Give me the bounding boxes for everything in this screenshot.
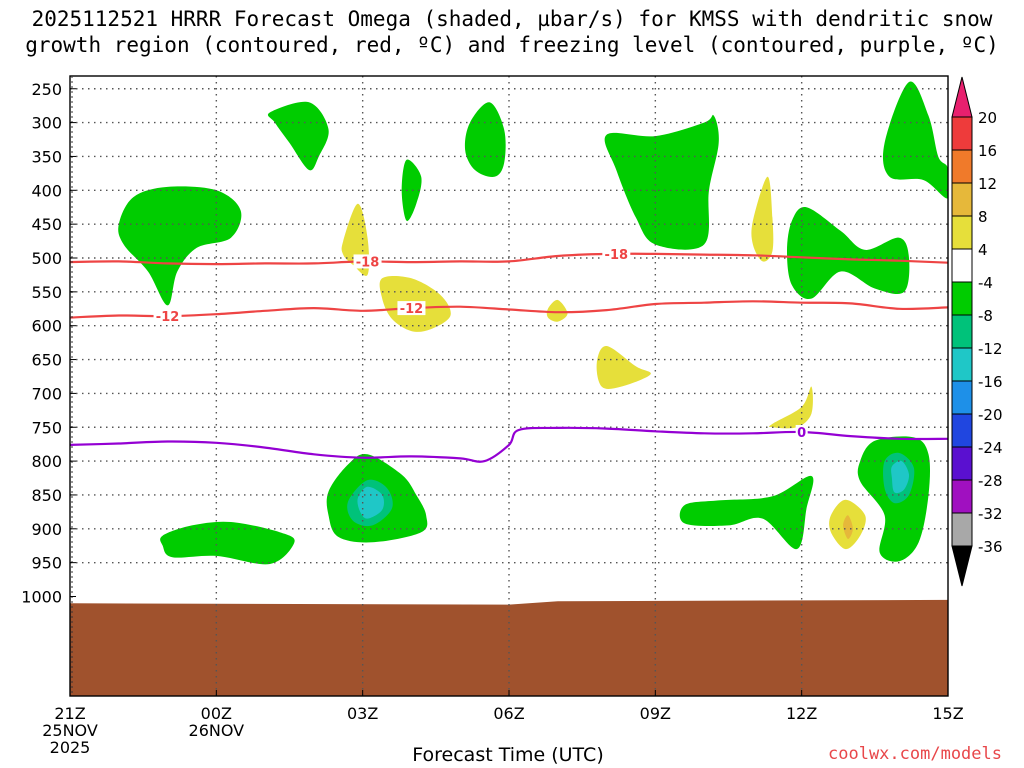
omega-region--4 [118,186,242,306]
colorbar-bin [951,248,973,283]
colorbar-label--4: -4 [978,274,993,292]
x-tick-sublabel: 2025 [50,738,91,757]
y-tick-label-900: 900 [31,520,62,539]
contour-label--12: -12 [156,310,180,325]
colorbar-label--28: -28 [978,472,1003,490]
colorbar-label-4: 4 [978,241,988,259]
colorbar-label-8: 8 [978,208,988,226]
y-tick-label-1000: 1000 [21,588,62,607]
ground-terrain [70,599,948,696]
contour-label-bg [795,424,808,439]
omega-region--4 [267,101,329,171]
omega-region-4 [751,176,774,262]
y-tick-label-600: 600 [31,317,62,336]
colorbar-label--24: -24 [978,439,1003,457]
y-tick-label-800: 800 [31,452,62,471]
x-axis-label: Forecast Time (UTC) [412,744,604,766]
y-tick-label-550: 550 [31,283,62,302]
omega-region--4 [604,114,719,250]
contour-label--12: -12 [400,302,424,317]
colorbar-bin [951,446,973,481]
contour-label--18: -18 [356,255,380,270]
colorbar-label-12: 12 [978,175,997,193]
y-tick-label-700: 700 [31,384,62,403]
contour-0 [70,426,948,463]
colorbar-bin [951,314,973,349]
colorbar: 20 16 12 8 4 -4 -8 -12 -16 -20 -24 -28 -32 -36 [951,76,1003,587]
colorbar-top-arrow [951,76,973,118]
y-tick-label-300: 300 [31,114,62,133]
y-tick-label-950: 950 [31,554,62,573]
colorbar-bin [951,380,973,415]
omega-region--12 [891,460,910,494]
x-tick-label-21Z: 21Z [54,704,85,723]
y-tick-label-650: 650 [31,351,62,370]
contour-label--18: -18 [605,248,629,263]
omega-region--4 [787,206,910,300]
contour-label-bg [153,309,182,324]
colorbar-bin [951,149,973,184]
y-tick-label-350: 350 [31,147,62,166]
omega-region-4 [596,345,651,389]
omega-region-4 [769,386,813,429]
colorbar-label--32: -32 [978,505,1003,523]
colorbar-label-16: 16 [978,142,997,160]
colorbar-bin [951,413,973,448]
contour-label-bg [397,301,426,316]
x-tick-label-06Z: 06Z [493,704,524,723]
omega-region--4 [464,102,506,178]
colorbar-bin [951,347,973,382]
colorbar-bin [951,116,973,151]
colorbar-label--16: -16 [978,373,1003,391]
colorbar-bin [951,215,973,250]
y-tick-label-850: 850 [31,486,62,505]
omega-region--4 [160,521,295,565]
colorbar-label--8: -8 [978,307,993,325]
colorbar-bin [951,182,973,217]
colorbar-label-20: 20 [978,109,997,127]
contour--18 [70,252,948,266]
contour--12 [70,300,948,319]
contour-label-bg [602,246,631,261]
x-tick-label-00Z: 00Z [201,704,232,723]
contour-label-bg [353,254,382,269]
omega-region--4 [401,159,422,222]
colorbar-label--12: -12 [978,340,1003,358]
x-tick-label-12Z: 12Z [786,704,817,723]
credit-text: coolwx.com/models [828,744,1002,764]
omega-region--4 [882,81,948,199]
y-tick-label-500: 500 [31,249,62,268]
colorbar-label--36: -36 [978,538,1003,556]
y-tick-label-450: 450 [31,215,62,234]
x-tick-sublabel: 25NOV [42,721,98,740]
x-tick-label-09Z: 09Z [640,704,671,723]
chart-title-line-2: growth region (contoured, red, ºC) and f… [25,33,999,57]
x-tick-label-15Z: 15Z [932,704,963,723]
colorbar-bottom-arrow [951,545,973,587]
omega-region--4 [679,475,814,550]
colorbar-bin [951,479,973,514]
colorbar-bin [951,512,973,547]
y-tick-label-400: 400 [31,181,62,200]
omega-region-4 [546,299,568,322]
contour-label-0: 0 [797,426,806,441]
y-tick-label-750: 750 [31,418,62,437]
x-tick-label-03Z: 03Z [347,704,378,723]
colorbar-label--20: -20 [978,406,1003,424]
y-tick-label-250: 250 [31,80,62,99]
x-tick-sublabel: 26NOV [189,721,245,740]
chart-title-line-1: 2025112521 HRRR Forecast Omega (shaded, … [31,7,993,31]
colorbar-bin [951,281,973,316]
omega-region-8 [843,515,853,540]
plot-area: -18 -18 -12 -12 0 250 300 350 400 450 500 550 600 650… [21,75,964,757]
plot-inner: -18 -18 -12 -12 0 [70,76,948,696]
